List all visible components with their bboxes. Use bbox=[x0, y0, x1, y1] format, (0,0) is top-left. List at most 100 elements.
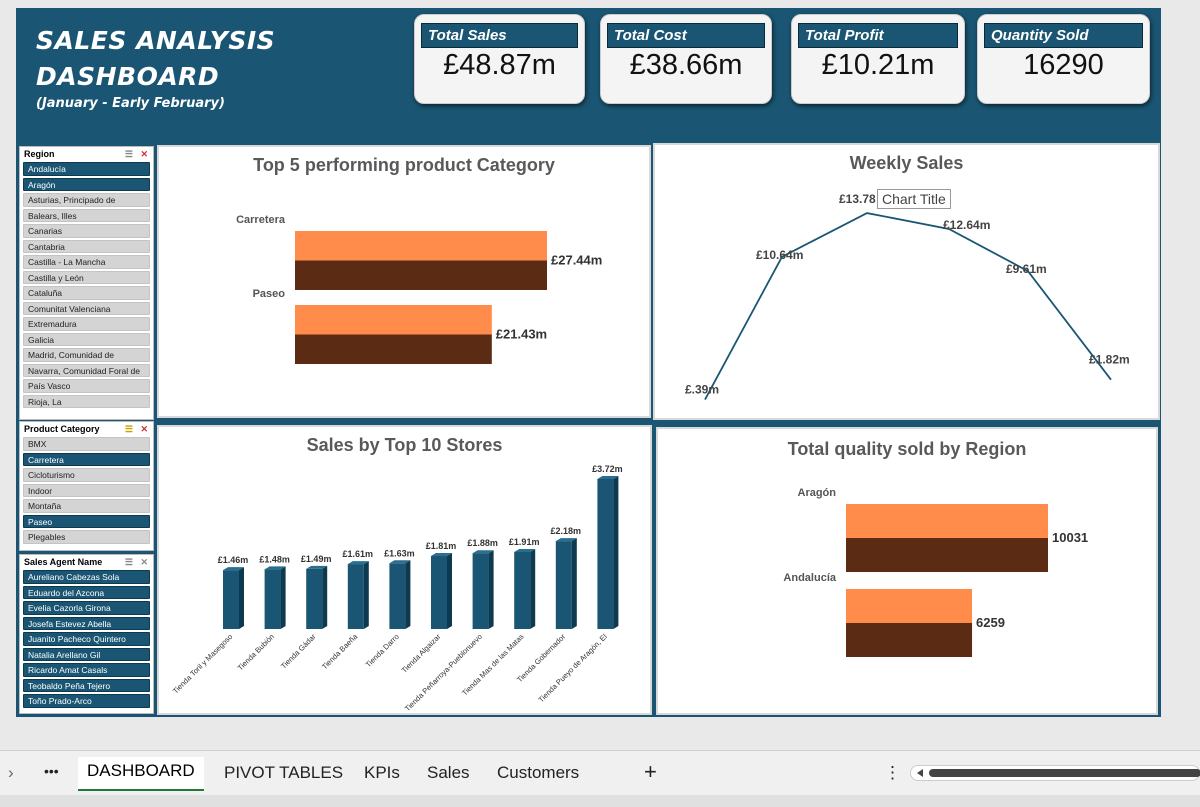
slicer-item[interactable]: BMX bbox=[23, 437, 150, 451]
region-quantity-panel: Total quality sold by Region Aragón 10031… bbox=[656, 427, 1158, 715]
store-label: Tienda Algaizar bbox=[400, 632, 443, 675]
scroll-left-arrow-icon[interactable] bbox=[917, 769, 923, 777]
data-label: £27.44m bbox=[551, 253, 602, 268]
slicer-item[interactable]: Andalucía bbox=[23, 162, 150, 176]
slicer-item[interactable]: Comunitat Valenciana bbox=[23, 301, 150, 315]
slicer-item[interactable]: Canarias bbox=[23, 224, 150, 238]
bar-segment-bottom bbox=[295, 334, 492, 364]
data-label: £1.82m bbox=[1089, 353, 1130, 367]
slicer-item[interactable]: Teobaldo Peña Tejero bbox=[23, 678, 150, 692]
slicer-item[interactable]: Natalia Arellano Gil bbox=[23, 647, 150, 661]
store-bar bbox=[472, 553, 489, 629]
kpi-label: Quantity Sold bbox=[984, 23, 1143, 48]
slicer-title: Sales Agent Name bbox=[24, 557, 103, 567]
slicer-item[interactable]: Balears, Illes bbox=[23, 208, 150, 222]
data-label: £1.91m bbox=[509, 537, 540, 547]
weekly-sales-panel: Weekly Sales £.39m £10.64m £13.78 £12.64m £9… bbox=[653, 143, 1160, 420]
slicer-item[interactable]: Indoor bbox=[23, 483, 150, 497]
slicer-item[interactable]: Ricardo Amat Casals bbox=[23, 663, 150, 677]
data-label: £3.72m bbox=[592, 464, 623, 474]
scroll-left-icon[interactable]: › bbox=[8, 763, 14, 782]
slicer-item[interactable]: Carretera bbox=[23, 452, 150, 466]
options-icon[interactable]: ⋮ bbox=[884, 763, 901, 782]
multi-select-icon[interactable]: ☰ bbox=[124, 149, 133, 159]
scrollbar-thumb[interactable] bbox=[929, 769, 1200, 777]
slicer-item[interactable]: País Vasco bbox=[23, 379, 150, 393]
multi-select-icon[interactable]: ☰ bbox=[124, 424, 133, 434]
slicer-item[interactable]: Paseo bbox=[23, 514, 150, 528]
slicer-item[interactable]: Galicia bbox=[23, 332, 150, 346]
tab-sales[interactable]: Sales bbox=[427, 763, 470, 782]
tab-kpis[interactable]: KPIs bbox=[364, 763, 400, 782]
bar-segment-bottom bbox=[295, 260, 547, 290]
sales-agent-slicer: Sales Agent Name ☰ ✕ Aureliano Cabezas S… bbox=[19, 554, 154, 714]
data-label: £1.61m bbox=[343, 549, 374, 559]
kpi-card-total-profit: Total Profit £10.21m bbox=[791, 14, 965, 104]
slicer-item[interactable]: Extremadura bbox=[23, 317, 150, 331]
store-bar bbox=[223, 570, 239, 629]
weekly-sales-line bbox=[704, 212, 1112, 400]
store-bar bbox=[264, 569, 281, 629]
data-label: £1.63m bbox=[384, 548, 415, 558]
store-label: Tienda Gádar bbox=[279, 632, 318, 671]
store-bar bbox=[555, 541, 572, 629]
bar-segment-bottom bbox=[846, 623, 973, 657]
slicer-item[interactable]: Castilla - La Mancha bbox=[23, 255, 150, 269]
store-bar-side bbox=[530, 548, 536, 629]
store-bar-side bbox=[239, 567, 244, 629]
slicer-item[interactable]: Asturias, Principado de bbox=[23, 193, 150, 207]
data-label: £21.43m bbox=[496, 327, 547, 342]
slicer-item[interactable]: Cantabria bbox=[23, 239, 150, 253]
slicer-item[interactable]: Evelia Cazorla Girona bbox=[23, 601, 150, 615]
store-bar bbox=[597, 479, 614, 629]
store-bar-side bbox=[363, 561, 369, 629]
slicer-title: Product Category bbox=[24, 424, 100, 434]
kpi-value: 16290 bbox=[1023, 49, 1104, 81]
store-bar bbox=[431, 556, 447, 629]
slicer-item[interactable]: Cicloturismo bbox=[23, 468, 150, 482]
slicer-header: Region ☰ ✕ bbox=[20, 147, 153, 161]
slicer-item[interactable]: Eduardo del Azcona bbox=[23, 585, 150, 599]
kpi-card-total-sales: Total Sales £48.87m bbox=[414, 14, 585, 104]
more-sheets-button[interactable]: ••• bbox=[44, 763, 59, 779]
slicer-item[interactable]: Toño Prado-Arco bbox=[23, 694, 150, 708]
slicer-item[interactable]: Josefa Estevez Abella bbox=[23, 616, 150, 630]
store-label: Tienda Darro bbox=[364, 632, 401, 669]
data-label: £.39m bbox=[685, 383, 719, 397]
slicer-item[interactable]: Juanito Pacheco Quintero bbox=[23, 632, 150, 646]
tab-dashboard[interactable]: DASHBOARD bbox=[78, 757, 204, 791]
status-bar bbox=[0, 795, 1200, 807]
slicer-item[interactable]: Rioja, La bbox=[23, 394, 150, 408]
slicer-item[interactable]: Madrid, Comunidad de bbox=[23, 348, 150, 362]
category-label: Andalucía bbox=[783, 572, 836, 584]
slicer-item[interactable]: Cataluña bbox=[23, 286, 150, 300]
store-bar-top bbox=[514, 548, 536, 552]
slicer-items: Andalucía Aragón Asturias, Principado de Ba… bbox=[20, 162, 153, 408]
kpi-value: £10.21m bbox=[821, 49, 935, 81]
horizontal-scrollbar[interactable] bbox=[910, 765, 1200, 781]
store-bar-top bbox=[306, 565, 328, 569]
slicer-item[interactable]: Navarra, Comunidad Foral de bbox=[23, 363, 150, 377]
region-chart: Aragón 10031 Andalucía 6259 bbox=[783, 487, 1088, 657]
slicer-item[interactable]: Aureliano Cabezas Sola bbox=[23, 570, 150, 584]
slicer-item[interactable]: Montaña bbox=[23, 499, 150, 513]
clear-filter-icon[interactable]: ✕ bbox=[140, 424, 148, 434]
clear-filter-icon[interactable]: ✕ bbox=[140, 557, 148, 567]
slicer-item[interactable]: Aragón bbox=[23, 177, 150, 191]
top5-category-panel: Top 5 performing product Category Carret… bbox=[157, 145, 651, 418]
store-bar-side bbox=[280, 566, 286, 629]
clear-filter-icon[interactable]: ✕ bbox=[140, 149, 148, 159]
stores-chart: £1.46m Tienda Toril y Masegoso £1.48m Tiend… bbox=[171, 464, 623, 713]
kpi-card-quantity-sold: Quantity Sold 16290 bbox=[977, 14, 1150, 104]
region-slicer: Region ☰ ✕ Andalucía Aragón Asturias, Prin… bbox=[19, 146, 154, 420]
add-sheet-button[interactable]: + bbox=[644, 759, 657, 784]
multi-select-icon[interactable]: ☰ bbox=[124, 557, 133, 567]
dashboard-subtitle: (January - Early February) bbox=[36, 96, 225, 111]
slicer-item[interactable]: Plegables bbox=[23, 530, 150, 544]
product-category-slicer: Product Category ☰ ✕ BMX Carretera Ciclotu… bbox=[19, 421, 154, 551]
tab-customers[interactable]: Customers bbox=[497, 763, 580, 782]
chart-title: Sales by Top 10 Stores bbox=[306, 435, 503, 455]
tab-pivot-tables[interactable]: PIVOT TABLES bbox=[224, 763, 344, 782]
data-label: £2.18m bbox=[551, 526, 582, 536]
slicer-item[interactable]: Castilla y León bbox=[23, 270, 150, 284]
